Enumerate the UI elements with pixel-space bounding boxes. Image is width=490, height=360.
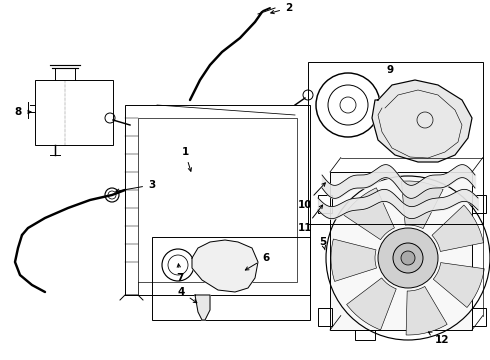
Text: 1: 1 [181, 147, 192, 171]
Circle shape [401, 251, 415, 265]
Text: 11: 11 [297, 205, 322, 233]
Polygon shape [372, 80, 472, 162]
Bar [308, 62, 483, 224]
Bar [318, 195, 332, 213]
Text: 3: 3 [116, 180, 155, 192]
Bar [152, 237, 310, 320]
Circle shape [378, 228, 438, 288]
Text: 10: 10 [297, 183, 325, 210]
Polygon shape [192, 240, 258, 292]
Wedge shape [344, 188, 394, 240]
Wedge shape [401, 181, 443, 229]
Text: 7: 7 [176, 264, 184, 283]
Bar [355, 330, 375, 340]
Bar [138, 118, 297, 282]
Bar [472, 195, 486, 213]
Bar [125, 105, 310, 295]
Text: 5: 5 [319, 237, 327, 250]
Text: 8: 8 [15, 107, 31, 117]
Text: 9: 9 [387, 65, 393, 75]
Text: 4: 4 [178, 287, 197, 303]
Polygon shape [195, 295, 210, 320]
Text: 6: 6 [245, 253, 269, 270]
Wedge shape [432, 205, 484, 252]
Wedge shape [346, 278, 396, 330]
Text: 2: 2 [271, 3, 292, 14]
Bar [318, 308, 332, 326]
Wedge shape [406, 287, 447, 335]
Text: 12: 12 [428, 332, 449, 345]
Wedge shape [331, 239, 376, 282]
Bar [330, 172, 472, 330]
Circle shape [393, 243, 423, 273]
Wedge shape [433, 262, 484, 307]
Bar [472, 308, 486, 326]
Bar [35, 80, 113, 145]
